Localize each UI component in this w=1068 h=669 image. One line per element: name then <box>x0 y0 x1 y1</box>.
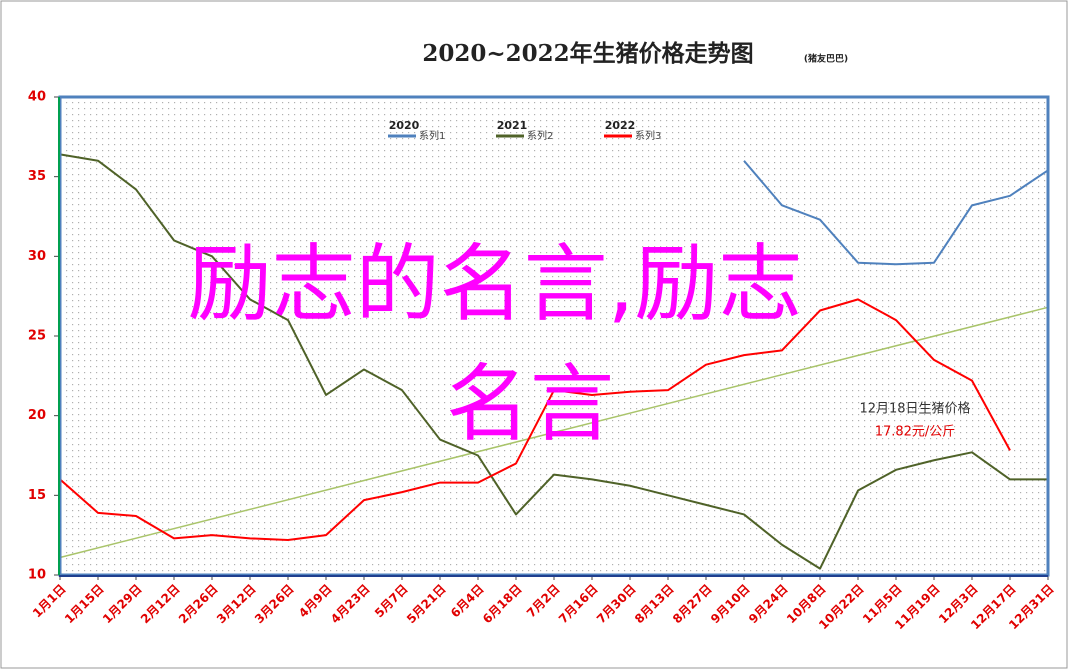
y-tick-label: 30 <box>28 249 46 264</box>
legend-year: 2022 <box>605 119 636 132</box>
legend-label: 系列3 <box>635 129 661 142</box>
y-tick-label: 40 <box>28 90 46 105</box>
legend-year: 2021 <box>497 119 528 132</box>
chart-subtitle: (猪友巴巴) <box>804 53 848 65</box>
y-tick-label: 10 <box>28 568 46 583</box>
legend-label: 系列2 <box>527 129 553 142</box>
series-line <box>743 160 1049 266</box>
y-tick-label: 15 <box>28 488 46 503</box>
y-tick-label: 25 <box>28 329 46 344</box>
annotation: 12月18日生猪价格 <box>859 401 970 417</box>
series-line <box>59 298 1011 541</box>
overlay-text: 名言 <box>446 355 614 453</box>
plot-background <box>60 97 1048 575</box>
overlay-text: 励志的名言,励志 <box>188 235 803 333</box>
annotation-value: 17.82元/公斤 <box>875 425 956 440</box>
chart-title: 2020~2022年生猪价格走势图 <box>422 40 753 67</box>
y-tick-label: 20 <box>28 408 46 423</box>
series-line <box>59 153 1048 570</box>
trendline <box>59 306 1049 559</box>
legend-year: 2020 <box>389 119 420 132</box>
y-tick-label: 35 <box>28 169 46 184</box>
legend-label: 系列1 <box>419 129 445 142</box>
